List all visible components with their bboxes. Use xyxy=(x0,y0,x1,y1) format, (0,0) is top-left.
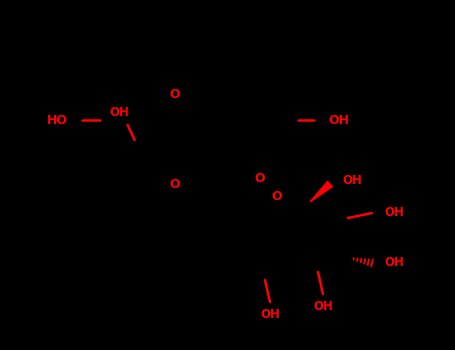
Text: HO: HO xyxy=(47,113,68,126)
Text: O: O xyxy=(170,89,180,101)
Text: OH: OH xyxy=(313,300,333,313)
Text: O: O xyxy=(170,178,180,191)
Text: OH: OH xyxy=(260,308,280,321)
Text: OH: OH xyxy=(110,106,130,119)
Text: O: O xyxy=(255,172,265,184)
Text: OH: OH xyxy=(328,113,349,126)
Text: OH: OH xyxy=(384,206,404,219)
Text: OH: OH xyxy=(384,257,404,270)
Text: O: O xyxy=(272,189,282,203)
Text: OH: OH xyxy=(342,174,362,187)
Polygon shape xyxy=(310,181,332,202)
